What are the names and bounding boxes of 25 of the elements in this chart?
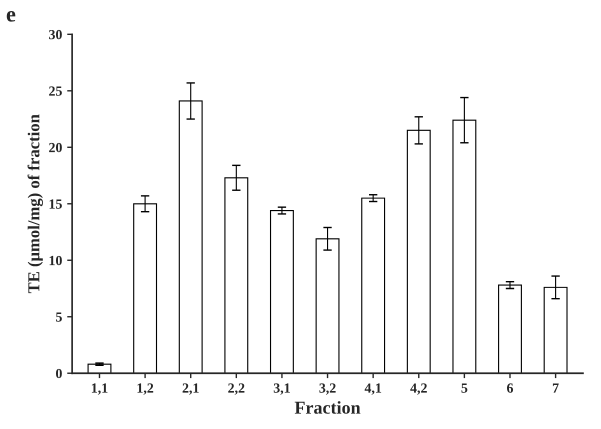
y-tick-label: 10 — [50, 256, 62, 266]
x-tick-label: 4,2 — [410, 383, 427, 395]
y-axis-title: TE (μmol/mg) of fraction — [28, 114, 43, 294]
x-tick-label: 1,1 — [92, 383, 108, 395]
x-axis-title: Fraction — [294, 401, 360, 414]
y-tick-label: 20 — [49, 142, 62, 152]
x-tick-label: 6 — [506, 383, 514, 393]
text: e — [6, 11, 16, 22]
x-tick-label: 5 — [461, 383, 468, 393]
x-tick-label: 2,1 — [182, 383, 199, 395]
y-tick-label: 0 — [56, 368, 62, 378]
bar — [270, 210, 294, 374]
bar — [498, 284, 522, 374]
x-tick-label: 1,2 — [138, 383, 154, 395]
x-tick-label: 2,2 — [228, 383, 244, 395]
x-tick-label: 4,1 — [364, 383, 382, 395]
x-tick-label: 7 — [552, 383, 559, 393]
y-tick-label: 30 — [49, 30, 62, 40]
y-tick-label: 5 — [56, 312, 62, 322]
y-tick-label: 25 — [49, 86, 62, 96]
bar — [361, 198, 386, 374]
x-tick-label: 3,1 — [274, 383, 290, 395]
y-tick-label: 15 — [50, 199, 62, 209]
x-tick-label: 3,2 — [319, 383, 336, 395]
bar — [88, 364, 112, 374]
